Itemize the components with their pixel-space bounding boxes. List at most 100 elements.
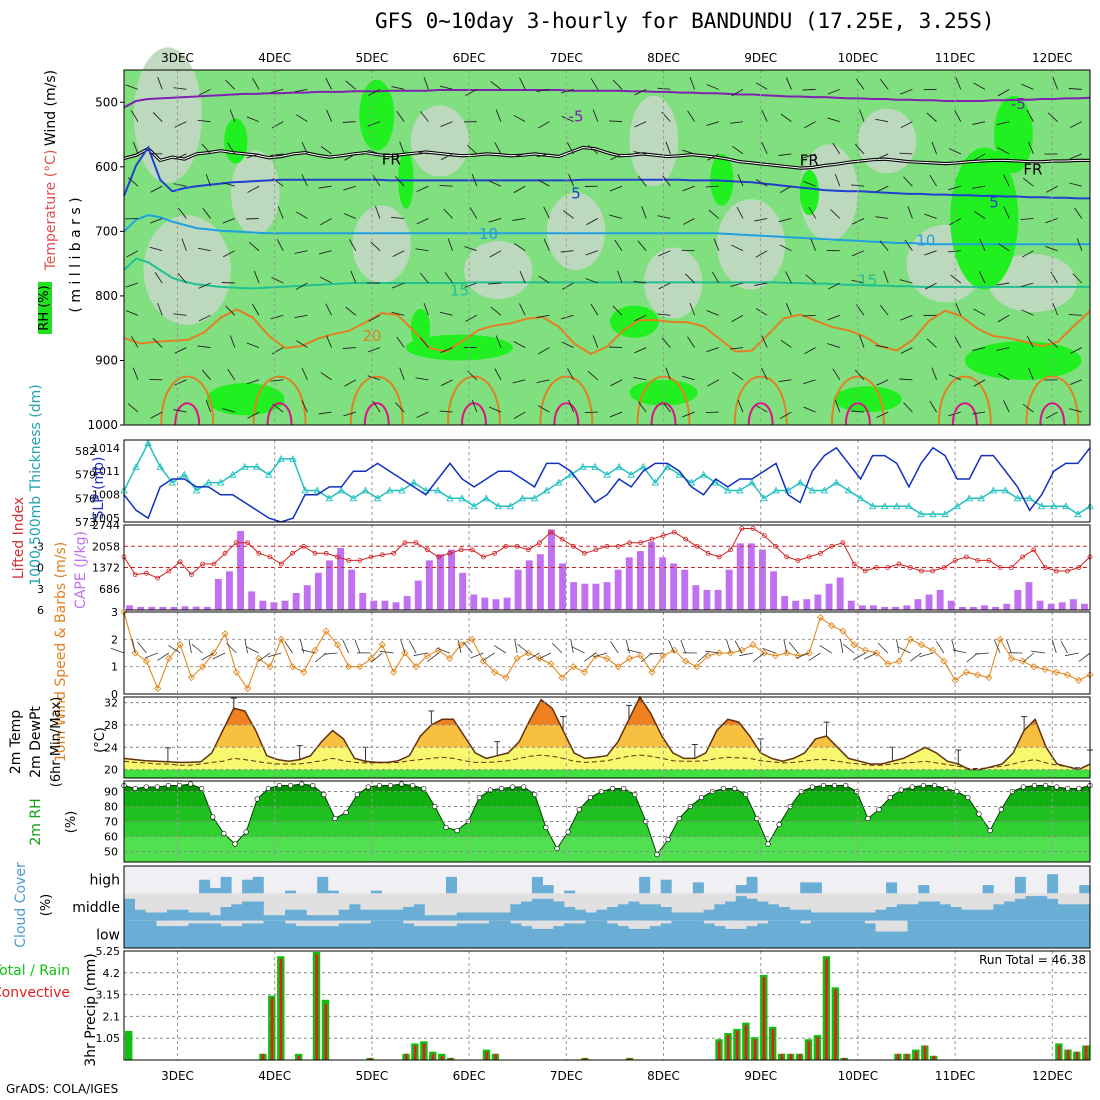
cape-bar: [1014, 589, 1022, 610]
run-total-label: Run Total = 46.38: [979, 953, 1086, 967]
cape-bar: [1003, 603, 1011, 610]
precip-convective-bar: [413, 1045, 417, 1060]
thickness-slp-panel: [120, 439, 1094, 523]
cloud-low-bar: [939, 920, 951, 948]
wind-speed-marker: [300, 668, 308, 676]
wind-barb: [1022, 177, 1034, 187]
wind-barb: [899, 378, 913, 381]
wind-barb: [222, 182, 235, 187]
rh-marker: [865, 815, 871, 822]
wind-barb: [929, 174, 937, 187]
wind-barb: [222, 218, 235, 224]
isotherm-30: [844, 402, 871, 426]
lifted-index-marker: [773, 543, 778, 549]
cloud-high-bar: [220, 876, 232, 894]
wind-barb: [997, 314, 1010, 323]
wind-barb: [612, 79, 623, 90]
date-tick-label: 9DEC: [744, 51, 777, 65]
precip-frame: [123, 950, 1091, 1061]
contour-label: FR: [800, 151, 819, 169]
cloud-low-bar: [177, 926, 189, 948]
wind-barb: [614, 239, 623, 251]
rh-marker: [909, 784, 915, 790]
wind-barb: [972, 185, 986, 189]
temp-tick-label: 24: [104, 741, 118, 754]
cloud-middle-bar: [875, 909, 887, 921]
rh-marker: [621, 785, 627, 792]
rh-tick-label: 90: [104, 786, 118, 799]
wind-barb: [367, 375, 381, 381]
lifted-index-marker: [458, 547, 464, 553]
rh-marker: [820, 782, 827, 789]
wind-barb: [585, 250, 598, 256]
wind-barb: [350, 270, 357, 284]
cloud-low-bar: [413, 926, 425, 948]
wind-barb: [909, 652, 922, 662]
wind-barb: [246, 153, 260, 159]
precip-convective-bar: [431, 1053, 435, 1060]
wind-barb: [1028, 141, 1034, 155]
precip-convective-bar: [905, 1053, 909, 1060]
thickness-marker: [277, 454, 285, 462]
wind-barb: [513, 341, 526, 348]
lifted-index-marker: [1020, 554, 1025, 560]
lifted-index-marker: [750, 526, 756, 531]
wind-barb: [374, 206, 381, 219]
wind-barb: [439, 184, 453, 187]
wind-tick-label: 0: [111, 688, 118, 701]
precip-legend-total: Total / Rain: [0, 963, 70, 979]
wind-barb: [855, 143, 865, 155]
moist-region: [359, 79, 395, 151]
wind-barb: [863, 652, 877, 660]
wind-barb: [627, 649, 641, 654]
cloud-middle-bar: [639, 904, 651, 921]
wind-speed-marker: [423, 652, 431, 660]
wind-barb: [400, 639, 406, 654]
cloud-low-bar: [220, 926, 232, 948]
wind-barb: [368, 88, 381, 96]
wind-barb: [689, 77, 696, 90]
temp2m-axis-label-4: (°C): [93, 727, 108, 753]
lifted-index-marker: [559, 536, 565, 542]
thickness-marker: [542, 486, 551, 494]
cape-bar: [936, 589, 944, 610]
cloud-low-bar: [757, 923, 769, 948]
rh-marker: [243, 829, 249, 835]
cloud-high-bar: [810, 882, 822, 894]
wind-barb: [1047, 112, 1058, 122]
wind-barb: [731, 244, 744, 252]
isotherm-30: [1039, 402, 1066, 426]
wind-speed-marker: [816, 613, 824, 622]
cloud-middle-bar: [853, 912, 865, 921]
thickness-marker: [361, 486, 370, 494]
cape-bar: [881, 606, 888, 610]
wind-barb: [345, 306, 357, 316]
wind-speed-marker: [569, 663, 577, 671]
cape-bar: [425, 560, 433, 610]
cloud-panel: [124, 866, 1091, 948]
rh-marker: [254, 796, 260, 802]
cloud-middle-bar: [735, 896, 747, 921]
contour-label: 10: [479, 225, 498, 243]
wind-barb: [173, 313, 187, 316]
wind-barb: [612, 305, 623, 316]
wind-barb: [343, 213, 356, 219]
rh-marker: [698, 794, 705, 801]
wind-barb: [201, 652, 215, 661]
precip-convective-bar: [753, 1039, 757, 1060]
cloud-middle-bar: [295, 909, 307, 921]
wind-barb: [711, 271, 720, 284]
cloud-middle-bar: [360, 909, 372, 921]
wind-barb: [997, 147, 1010, 155]
cloud-high-bar: [199, 879, 211, 894]
wind-barb: [840, 639, 844, 654]
cape-bar: [892, 606, 900, 610]
cloud-middle-bar: [757, 901, 769, 921]
cape-bar: [459, 572, 467, 610]
wind-barb: [391, 216, 405, 219]
wind-barb: [827, 343, 840, 348]
wind-speed-marker: [176, 641, 184, 649]
rh-fill-band: [124, 806, 1090, 822]
moist-region: [206, 383, 285, 416]
cloud-high-bar: [692, 882, 704, 894]
